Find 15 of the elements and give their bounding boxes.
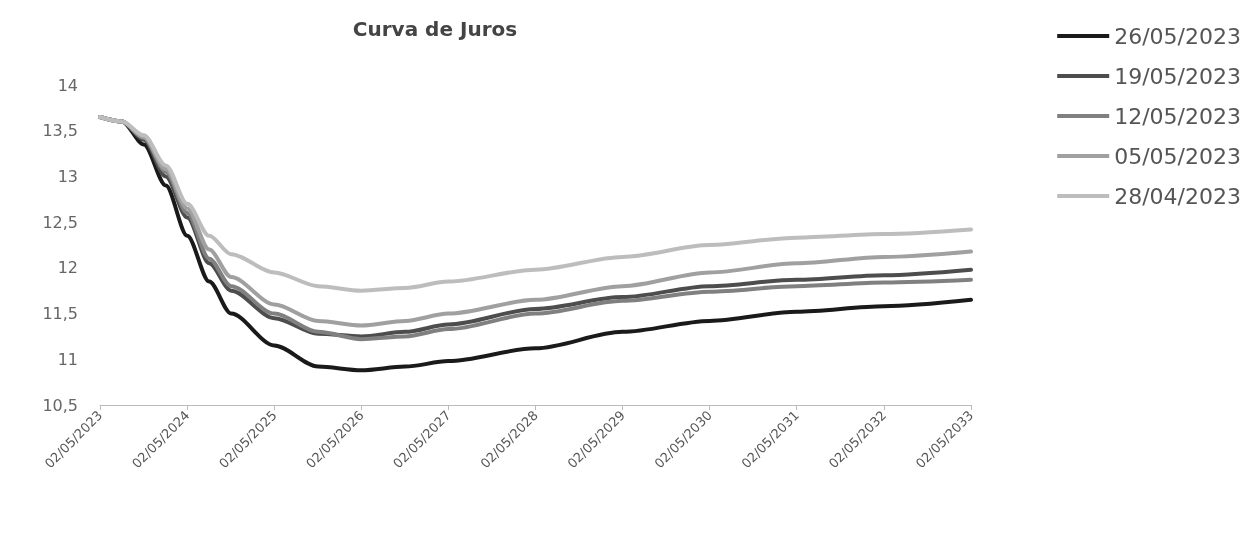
legend-label: 12/05/2023 <box>1114 103 1242 129</box>
y-tick-label: 12,5 <box>42 212 78 232</box>
y-tick-label: 12 <box>57 258 78 278</box>
y-tick-label: 11 <box>57 349 78 369</box>
legend-label: 28/04/2023 <box>1114 183 1242 209</box>
line-series <box>98 115 973 293</box>
legend-label: 19/05/2023 <box>1114 63 1242 89</box>
chart-title: Curva de Juros <box>352 17 518 41</box>
legend-label: 05/05/2023 <box>1114 143 1242 169</box>
y-tick-label: 14 <box>57 75 78 95</box>
legend-label: 26/05/2023 <box>1114 23 1242 49</box>
y-tick-label: 11,5 <box>42 304 78 324</box>
y-tick-label: 13 <box>57 166 78 186</box>
y-tick-label: 10,5 <box>42 395 78 415</box>
y-tick-label: 13,5 <box>42 121 78 141</box>
